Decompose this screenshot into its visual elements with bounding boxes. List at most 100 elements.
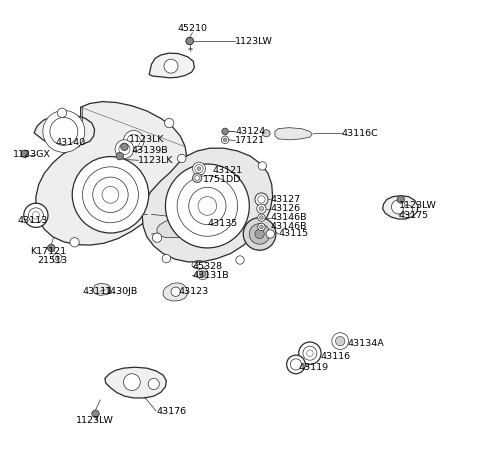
Text: 21513: 21513: [37, 256, 67, 265]
Circle shape: [222, 128, 228, 135]
Polygon shape: [36, 102, 187, 245]
Polygon shape: [263, 130, 270, 137]
Text: 43146B: 43146B: [270, 213, 307, 222]
Circle shape: [403, 205, 412, 214]
Circle shape: [127, 134, 140, 147]
Text: 43175: 43175: [398, 211, 429, 220]
Text: 43126: 43126: [270, 204, 300, 213]
Circle shape: [287, 355, 305, 374]
Text: 17121: 17121: [235, 136, 265, 145]
Text: 43131B: 43131B: [192, 271, 229, 281]
Text: 43115: 43115: [279, 229, 309, 239]
Circle shape: [152, 233, 162, 242]
Circle shape: [307, 350, 313, 356]
Circle shape: [197, 167, 201, 171]
Circle shape: [123, 374, 140, 391]
Circle shape: [119, 144, 130, 155]
Circle shape: [43, 110, 85, 152]
Circle shape: [259, 206, 264, 211]
Text: 1123GX: 1123GX: [12, 150, 50, 159]
Circle shape: [192, 162, 205, 175]
Circle shape: [57, 108, 67, 117]
Circle shape: [189, 187, 226, 225]
Polygon shape: [275, 128, 312, 140]
Circle shape: [165, 118, 174, 128]
Text: 1123LK: 1123LK: [138, 156, 174, 165]
Circle shape: [28, 208, 43, 223]
Circle shape: [249, 224, 270, 244]
Text: 43116C: 43116C: [342, 129, 378, 138]
Polygon shape: [163, 283, 188, 301]
Polygon shape: [149, 53, 194, 78]
Circle shape: [332, 333, 348, 350]
Circle shape: [221, 136, 229, 144]
Text: 43113: 43113: [17, 216, 48, 226]
Circle shape: [266, 230, 275, 238]
Text: 43146B: 43146B: [270, 222, 307, 232]
Text: 1123LW: 1123LW: [76, 416, 114, 425]
Text: 43116: 43116: [320, 351, 350, 361]
Circle shape: [198, 197, 216, 215]
Circle shape: [336, 336, 345, 346]
Circle shape: [102, 186, 119, 203]
Circle shape: [255, 193, 268, 206]
Text: 45328: 45328: [192, 262, 223, 271]
Circle shape: [171, 287, 180, 296]
Text: 43135: 43135: [207, 219, 238, 228]
Circle shape: [397, 196, 405, 203]
Circle shape: [148, 378, 159, 390]
Circle shape: [178, 154, 186, 163]
Circle shape: [166, 164, 249, 248]
Circle shape: [258, 196, 265, 203]
Text: 43134A: 43134A: [347, 339, 384, 349]
Circle shape: [48, 244, 55, 252]
Circle shape: [186, 37, 193, 45]
Circle shape: [186, 37, 193, 45]
Circle shape: [243, 218, 276, 250]
Circle shape: [55, 256, 60, 260]
Circle shape: [303, 346, 317, 360]
Text: 43121: 43121: [212, 166, 242, 175]
Text: 43123: 43123: [179, 287, 209, 296]
Circle shape: [53, 254, 62, 263]
Circle shape: [392, 200, 406, 214]
Polygon shape: [383, 196, 418, 219]
Circle shape: [223, 138, 227, 142]
Circle shape: [93, 177, 128, 212]
Polygon shape: [93, 283, 110, 295]
Circle shape: [258, 223, 265, 231]
Text: 43127: 43127: [270, 195, 300, 204]
Polygon shape: [34, 115, 95, 146]
Circle shape: [21, 150, 28, 158]
Circle shape: [197, 268, 208, 280]
Circle shape: [299, 342, 321, 364]
Circle shape: [50, 117, 78, 145]
Circle shape: [174, 197, 183, 206]
Text: 1123LW: 1123LW: [398, 201, 436, 211]
Text: 43139B: 43139B: [132, 145, 168, 155]
Circle shape: [258, 214, 265, 221]
Circle shape: [123, 130, 144, 151]
Circle shape: [192, 173, 202, 183]
Circle shape: [24, 203, 48, 227]
Circle shape: [115, 140, 134, 158]
Text: 1123LW: 1123LW: [235, 36, 273, 46]
Circle shape: [258, 162, 266, 170]
Text: 43176: 43176: [156, 406, 186, 416]
Text: 1123LK: 1123LK: [129, 135, 165, 144]
Text: 43140: 43140: [56, 137, 86, 147]
Circle shape: [177, 176, 238, 236]
Polygon shape: [142, 148, 273, 262]
Circle shape: [72, 157, 149, 233]
Circle shape: [255, 229, 264, 239]
Circle shape: [92, 410, 99, 418]
Circle shape: [260, 216, 264, 219]
Polygon shape: [105, 367, 167, 398]
Circle shape: [70, 238, 79, 247]
Text: K17121: K17121: [30, 247, 66, 256]
Text: 43111: 43111: [83, 287, 113, 296]
Circle shape: [257, 204, 266, 213]
Circle shape: [83, 167, 138, 223]
Circle shape: [116, 152, 123, 160]
Text: 43124: 43124: [235, 127, 265, 137]
